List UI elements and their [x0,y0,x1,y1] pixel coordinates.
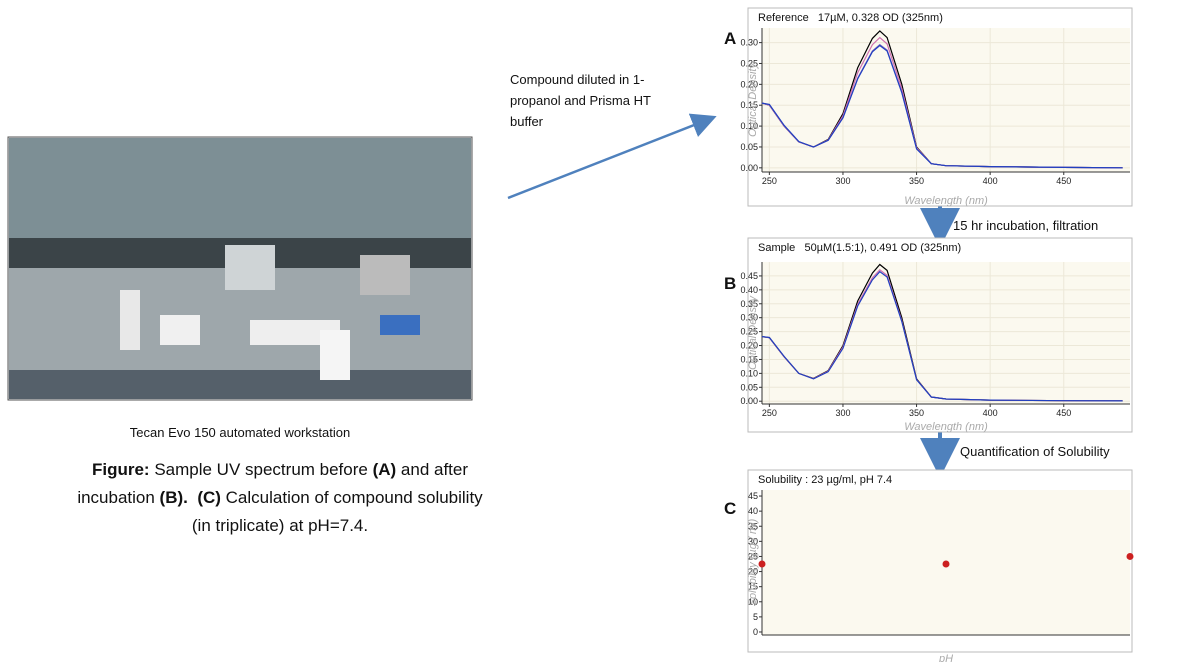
plot-area [762,262,1130,404]
data-point [942,560,950,568]
y-tick-label: 30 [748,536,758,546]
y-tick-label: 0.15 [740,100,758,110]
y-tick-label: 0.25 [740,327,758,337]
caption-line: (in triplicate) at pH=7.4. [192,516,368,535]
y-axis-title: Optical Density [747,62,759,137]
y-tick-label: 10 [748,597,758,607]
arrow [507,113,717,200]
panel-label: B [724,274,736,293]
y-tick-label: 0.05 [740,382,758,392]
photo [7,136,473,401]
arrow-note: propanol and Prisma HT [510,93,651,108]
photo-caption: Tecan Evo 150 automated workstation [130,425,350,440]
caption-text: incubation [77,488,159,507]
caption-line: Figure: Sample UV spectrum before (A) an… [92,460,468,479]
x-axis-title: Wavelength (nm) [904,421,988,433]
y-tick-label: 0.00 [740,163,758,173]
y-tick-label: 0.20 [740,341,758,351]
y-tick-label: 45 [748,491,758,501]
x-tick-label: 350 [909,176,924,186]
y-tick-label: 0.30 [740,313,758,323]
x-tick-label: 250 [762,408,777,418]
y-axis-title: Solubility (µg / ml) [747,518,759,606]
arrow-note: buffer [510,114,544,129]
y-tick-label: 0.25 [740,58,758,68]
y-tick-label: 0.15 [740,354,758,364]
x-axis-title: Wavelength (nm) [904,195,988,207]
y-tick-label: 0.00 [740,396,758,406]
y-axis-title: Optical Density [747,295,759,370]
arrow-note: 15 hr incubation, filtration [953,218,1098,233]
caption-text: and after [396,460,468,479]
x-tick-label: 350 [909,408,924,418]
caption-text: Sample UV spectrum before [150,460,373,479]
x-tick-label: 250 [762,176,777,186]
caption-text: (in triplicate) at pH=7.4. [192,516,368,535]
x-tick-label: 300 [835,408,850,418]
x-axis-title: pH [938,653,953,662]
chart-title: Solubility : 23 µg/ml, pH 7.4 [758,474,892,486]
y-tick-label: 0 [753,627,758,637]
y-tick-label: 25 [748,551,758,561]
spectrum-line [761,44,1123,169]
x-tick-label: 300 [835,176,850,186]
y-tick-label: 0.10 [740,368,758,378]
x-tick-label: 450 [1056,176,1071,186]
x-tick-label: 400 [983,176,998,186]
y-tick-label: 0.30 [740,38,758,48]
caption-text: (C) [188,488,221,507]
y-tick-label: 15 [748,582,758,592]
x-tick-label: 400 [983,408,998,418]
data-point [1126,552,1134,560]
plot-area [762,28,1130,172]
y-tick-label: 35 [748,521,758,531]
caption-text: (A) [373,460,397,479]
arrow-note: Compound diluted in 1- [510,72,644,87]
panel-label: A [724,29,736,48]
y-tick-label: 40 [748,506,758,516]
y-tick-label: 0.20 [740,79,758,89]
caption-text: (B). [160,488,188,507]
figure-caption: Figure: Sample UV spectrum before (A) an… [77,460,483,535]
arrow-note: Quantification of Solubility [960,444,1110,459]
y-tick-label: 5 [753,612,758,622]
y-tick-label: 0.45 [740,271,758,281]
y-tick-label: 0.05 [740,142,758,152]
x-tick-label: 450 [1056,408,1071,418]
chart-title: Reference 17µM, 0.328 OD (325nm) [758,12,943,24]
caption-text: Figure: [92,460,150,479]
y-tick-label: 20 [748,567,758,577]
y-tick-label: 0.35 [740,299,758,309]
caption-line: incubation (B). (C) Calculation of compo… [77,488,483,507]
chart-title: Sample 50µM(1.5:1), 0.491 OD (325nm) [758,242,961,254]
y-tick-label: 0.10 [740,121,758,131]
y-tick-label: 0.40 [740,285,758,295]
panel-label: C [724,499,736,518]
caption-text: Calculation of compound solubility [221,488,483,507]
data-point [758,560,766,568]
spectrum-line [761,270,1123,402]
